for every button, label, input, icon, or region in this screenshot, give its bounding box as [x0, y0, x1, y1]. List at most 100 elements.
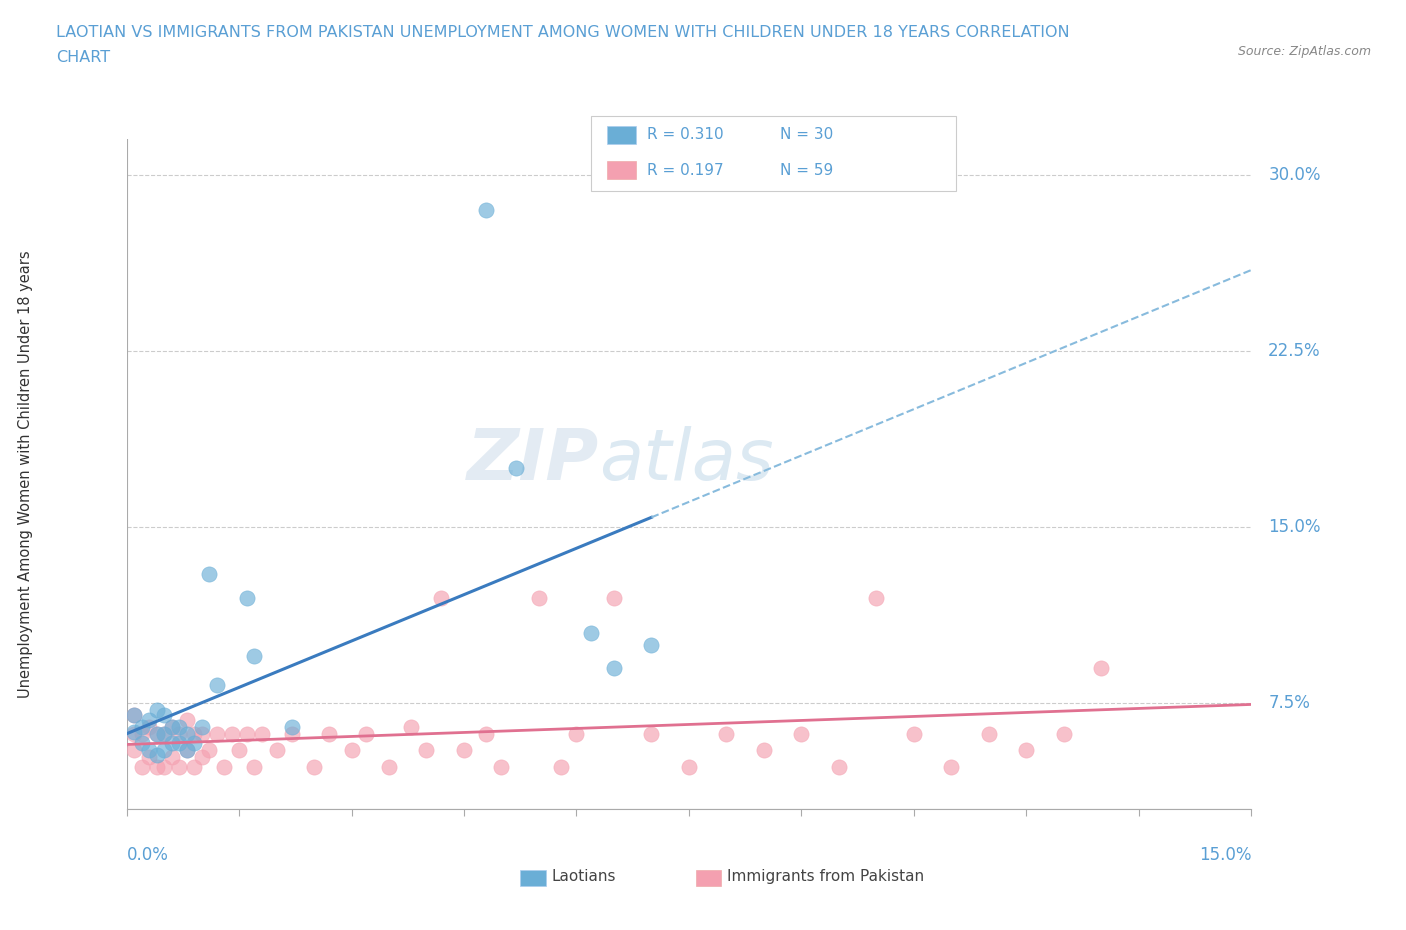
Point: [640, 637, 662, 652]
Text: 7.5%: 7.5%: [1268, 695, 1310, 712]
Point: [153, 726, 176, 741]
Point: [131, 736, 153, 751]
Point: [865, 591, 887, 605]
Text: CHART: CHART: [56, 50, 110, 65]
Text: 0.0%: 0.0%: [127, 846, 169, 864]
Point: [153, 743, 176, 758]
Point: [122, 724, 145, 739]
Text: Source: ZipAtlas.com: Source: ZipAtlas.com: [1237, 45, 1371, 58]
Point: [550, 760, 572, 775]
Point: [565, 726, 588, 741]
Point: [491, 760, 513, 775]
Point: [138, 720, 160, 735]
Point: [340, 743, 363, 758]
Point: [212, 760, 235, 775]
Point: [250, 726, 273, 741]
Text: 22.5%: 22.5%: [1268, 342, 1320, 360]
Point: [167, 726, 190, 741]
Point: [145, 760, 167, 775]
Point: [167, 720, 190, 735]
Point: [378, 760, 401, 775]
Point: [228, 743, 250, 758]
Text: 15.0%: 15.0%: [1199, 846, 1251, 864]
Point: [1090, 660, 1112, 675]
Point: [145, 703, 167, 718]
Point: [401, 720, 423, 735]
Point: [678, 760, 700, 775]
Point: [603, 591, 626, 605]
Point: [205, 726, 228, 741]
Text: atlas: atlas: [599, 427, 773, 496]
Point: [430, 591, 453, 605]
Point: [1053, 726, 1076, 741]
Point: [266, 743, 288, 758]
Point: [160, 720, 183, 735]
Point: [183, 760, 205, 775]
Point: [176, 726, 198, 741]
Text: LAOTIAN VS IMMIGRANTS FROM PAKISTAN UNEMPLOYMENT AMONG WOMEN WITH CHILDREN UNDER: LAOTIAN VS IMMIGRANTS FROM PAKISTAN UNEM…: [56, 25, 1070, 40]
Point: [640, 726, 662, 741]
Point: [122, 743, 145, 758]
Point: [131, 726, 153, 741]
Text: Laotians: Laotians: [551, 870, 616, 884]
Text: Unemployment Among Women with Children Under 18 years: Unemployment Among Women with Children U…: [18, 250, 32, 698]
Point: [505, 461, 527, 476]
Text: ZIP: ZIP: [467, 427, 599, 496]
Point: [183, 736, 205, 751]
Point: [302, 760, 325, 775]
Point: [977, 726, 1000, 741]
Point: [280, 720, 302, 735]
Point: [235, 726, 257, 741]
Point: [122, 726, 145, 741]
Point: [790, 726, 813, 741]
Point: [138, 750, 160, 764]
Point: [527, 591, 550, 605]
Point: [415, 743, 437, 758]
Text: N = 59: N = 59: [780, 163, 834, 178]
Text: Immigrants from Pakistan: Immigrants from Pakistan: [727, 870, 924, 884]
Point: [176, 712, 198, 727]
Point: [716, 726, 738, 741]
Text: 30.0%: 30.0%: [1268, 166, 1320, 184]
Point: [131, 720, 153, 735]
Point: [160, 736, 183, 751]
Point: [131, 760, 153, 775]
Point: [205, 677, 228, 692]
Point: [828, 760, 851, 775]
Point: [167, 736, 190, 751]
Point: [221, 726, 243, 741]
Point: [160, 750, 183, 764]
Point: [941, 760, 963, 775]
Text: 15.0%: 15.0%: [1268, 518, 1320, 537]
Point: [356, 726, 378, 741]
Point: [145, 726, 167, 741]
Point: [145, 748, 167, 763]
Point: [280, 726, 302, 741]
Point: [235, 591, 257, 605]
Point: [903, 726, 925, 741]
Point: [475, 726, 498, 741]
Point: [581, 626, 603, 641]
Point: [243, 760, 266, 775]
Point: [243, 649, 266, 664]
Text: R = 0.310: R = 0.310: [647, 127, 723, 142]
Point: [138, 743, 160, 758]
Point: [122, 708, 145, 723]
Point: [475, 203, 498, 218]
Text: N = 30: N = 30: [780, 127, 834, 142]
Point: [153, 726, 176, 741]
Point: [603, 660, 626, 675]
Point: [1015, 743, 1038, 758]
Point: [752, 743, 775, 758]
Point: [122, 708, 145, 723]
Point: [138, 712, 160, 727]
Point: [176, 743, 198, 758]
Point: [190, 720, 212, 735]
Point: [190, 750, 212, 764]
Point: [453, 743, 475, 758]
Point: [190, 726, 212, 741]
Point: [153, 760, 176, 775]
Point: [160, 720, 183, 735]
Text: R = 0.197: R = 0.197: [647, 163, 723, 178]
Point: [198, 743, 221, 758]
